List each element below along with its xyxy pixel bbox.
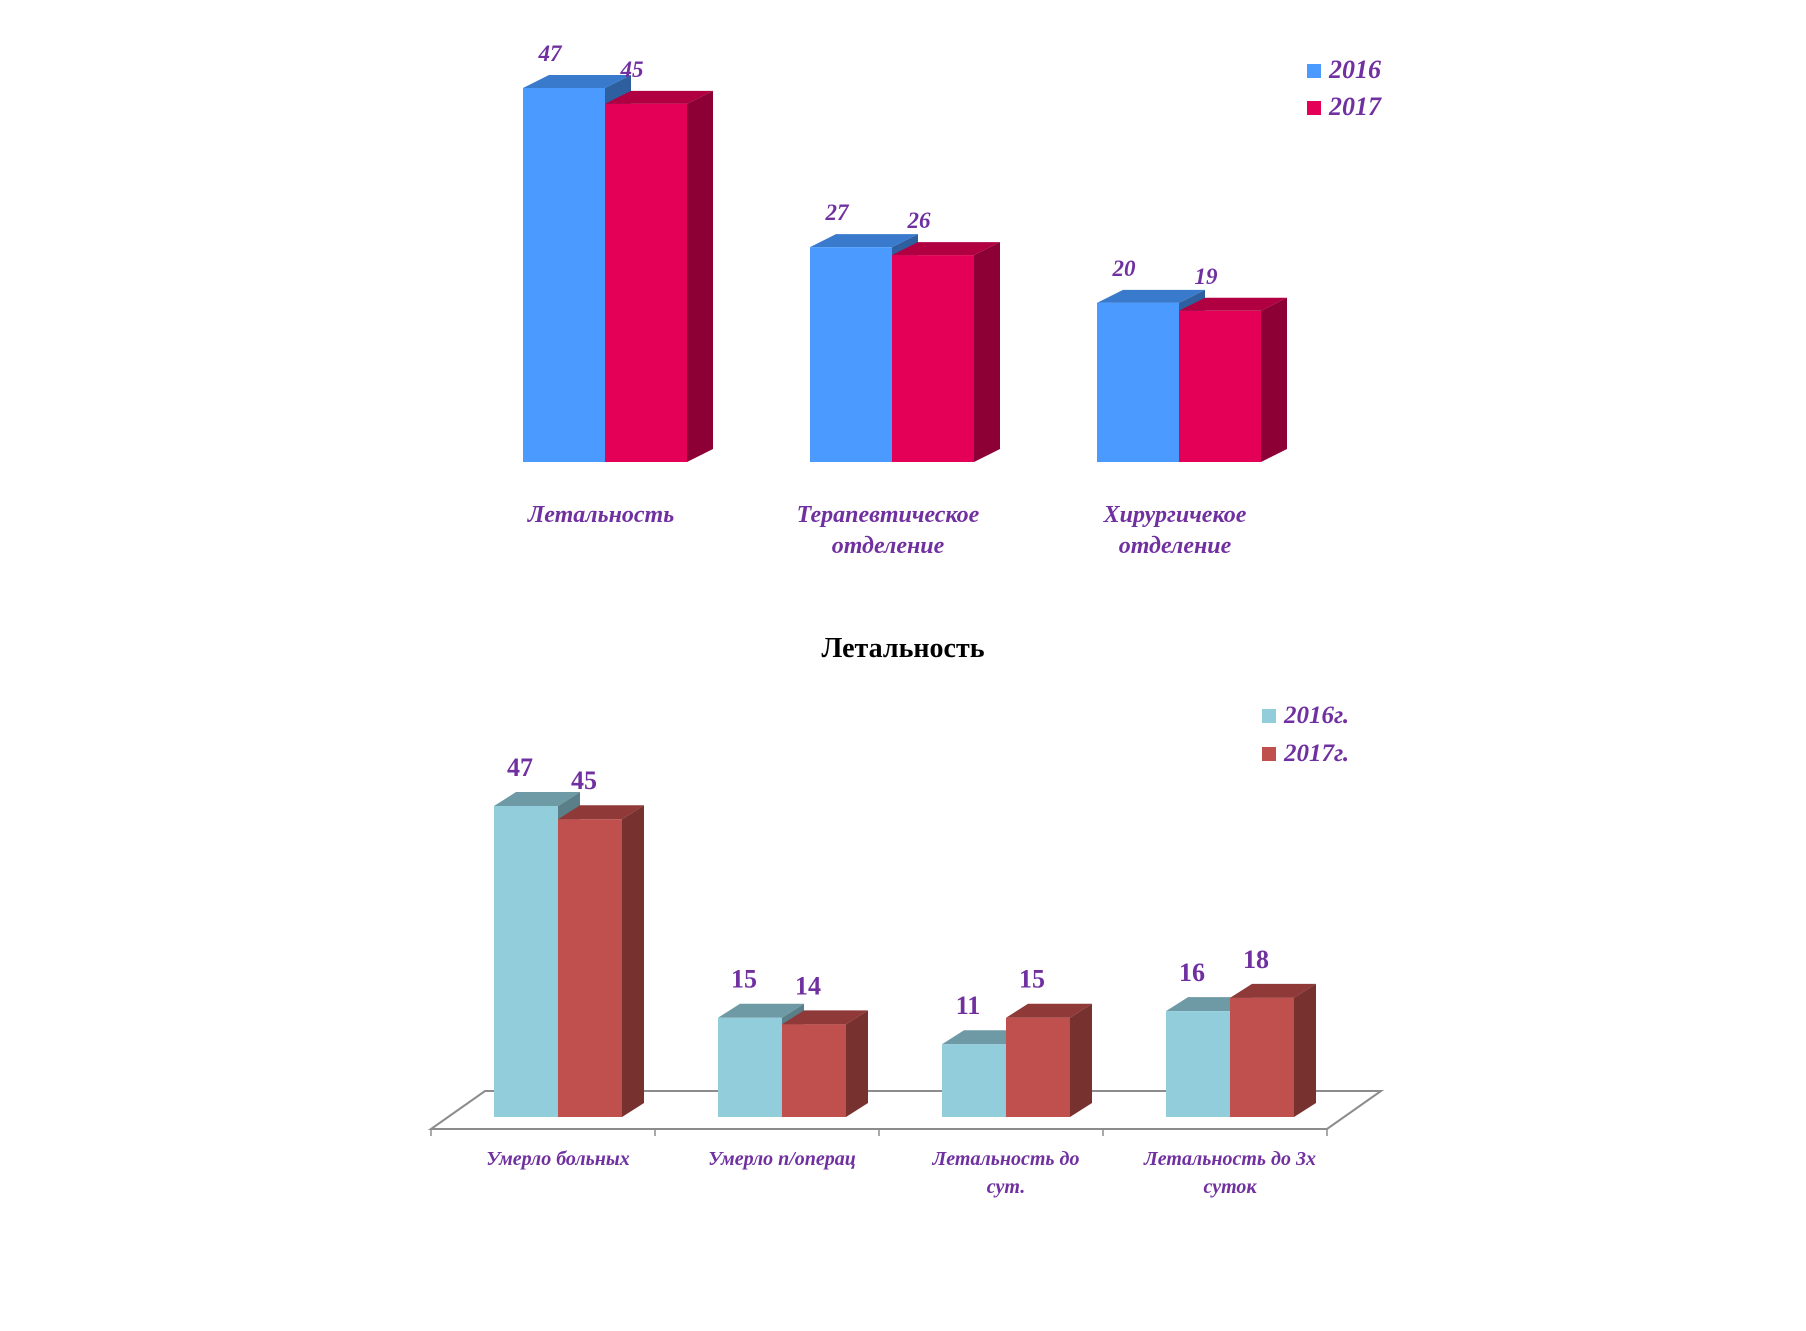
bar-2017г-умерло-больных: [558, 805, 644, 1117]
bar-front: [1179, 310, 1261, 462]
data-label-2016г-умерло-больных: 47: [507, 753, 533, 782]
data-label-2016-хирургичекое-отделение: 20: [1112, 256, 1137, 281]
bar-top: [1230, 983, 1316, 998]
x-tick-label: сут.: [987, 1176, 1025, 1198]
bar-front: [558, 819, 622, 1117]
bar-front: [523, 88, 605, 462]
bar-top: [605, 90, 713, 104]
data-label-2016г-летальность-до-сут: 11: [956, 991, 981, 1020]
data-label-2017г-летальность-до-сут: 15: [1019, 965, 1045, 994]
bar-front: [782, 1024, 846, 1117]
bar-front: [1166, 1011, 1230, 1117]
x-tick-label: суток: [1203, 1176, 1257, 1198]
bar-top: [558, 805, 644, 820]
legend-label-2016г: 2016г.: [1283, 702, 1349, 729]
bar-side: [974, 242, 1000, 462]
x-tick-label: Хирургичекое: [1103, 502, 1247, 528]
data-label-2016г-летальность-до-3х-суток: 16: [1179, 958, 1205, 987]
x-tick-label: Умерло п/операц: [708, 1148, 856, 1170]
bar-side: [1294, 983, 1316, 1117]
bar-top: [718, 1003, 804, 1018]
bar-side: [1070, 1003, 1092, 1117]
data-label-2017-терапевтическое-отделение: 26: [907, 208, 932, 233]
data-label-2016-летальность: 47: [538, 41, 564, 66]
data-label-2016-терапевтическое-отделение: 27: [825, 200, 851, 225]
bar-side: [687, 90, 713, 463]
chart-floor: [427, 1090, 1385, 1130]
legend-label-2017г: 2017г.: [1283, 740, 1349, 767]
bar-front: [892, 255, 974, 462]
chart-title: Летальность: [821, 633, 984, 664]
bar-top: [782, 1010, 868, 1025]
chart-department-mortality: 47 45 Летальность 27 26 Терапевтическое отделе…: [523, 41, 1382, 559]
bar-top: [523, 75, 631, 88]
legend-label-2017: 2017: [1328, 92, 1382, 121]
bar-side: [846, 1010, 868, 1117]
bar-side: [622, 805, 644, 1117]
x-tick-label: Терапевтическое: [797, 502, 980, 528]
legend-swatch-2017г: [1262, 747, 1276, 761]
bar-2017г-летальность-до-сут: [1006, 1003, 1092, 1117]
x-tick-label: Летальность: [527, 502, 674, 528]
data-label-2017г-умерло-п-операц: 14: [795, 971, 821, 1000]
data-label-2017-хирургичекое-отделение: 19: [1195, 264, 1219, 289]
x-tick-label: отделение: [1119, 533, 1232, 559]
data-label-2017г-летальность-до-3х-суток: 18: [1243, 945, 1269, 974]
data-label-2016г-умерло-п-операц: 15: [731, 965, 757, 994]
bar-2017г-летальность-до-3х-суток: [1230, 983, 1316, 1117]
bar-front: [494, 806, 558, 1117]
x-tick-label: Летальность до 3х: [1143, 1148, 1316, 1170]
legend-swatch-2016: [1307, 64, 1321, 78]
bar-side: [1261, 297, 1287, 462]
bar-front: [718, 1017, 782, 1117]
bar-2017-хирургичекое-отделение: [1179, 297, 1287, 462]
x-tick-label: отделение: [832, 533, 945, 559]
bar-front: [942, 1044, 1006, 1117]
legend-swatch-2017: [1307, 101, 1321, 115]
data-label-2017г-умерло-больных: 45: [571, 766, 597, 795]
legend-swatch-2016г: [1262, 709, 1276, 723]
bar-front: [1097, 302, 1179, 462]
bar-front: [810, 247, 892, 462]
bar-top: [1006, 1003, 1092, 1018]
bar-front: [1006, 1017, 1070, 1117]
bar-top: [892, 242, 1000, 256]
bar-front: [605, 103, 687, 463]
x-tick-label: Умерло больных: [486, 1148, 630, 1170]
bar-2017-терапевтическое-отделение: [892, 242, 1000, 462]
bar-front: [1230, 997, 1294, 1117]
bar-top: [1179, 297, 1287, 311]
bar-2017-летальность: [605, 90, 713, 463]
bar-2017г-умерло-п-операц: [782, 1010, 868, 1117]
legend-label-2016: 2016: [1328, 55, 1381, 84]
x-tick-label: Летальность до: [932, 1148, 1080, 1170]
data-label-2017-летальность: 45: [620, 57, 644, 82]
bar-top: [810, 234, 918, 248]
bar-top: [494, 792, 580, 806]
bar-top: [1097, 289, 1205, 303]
